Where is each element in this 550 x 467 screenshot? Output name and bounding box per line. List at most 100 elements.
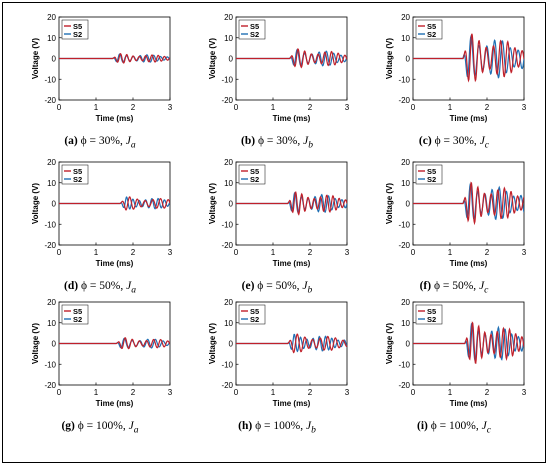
caption-id: (f) [419,280,434,292]
y-axis-label: Voltage (V) [208,183,217,225]
x-tick-label: 0 [411,248,416,257]
caption-subscript: c [484,139,490,151]
y-tick-label: -20 [221,96,233,105]
caption-id: (e) [241,280,258,292]
series-line-s5 [59,196,170,211]
caption-j: J [302,280,308,292]
x-axis-label: Time (ms) [450,399,488,408]
caption-subscript: b [311,424,316,436]
x-axis-label: Time (ms) [450,114,488,123]
y-tick-label: 10 [224,319,233,328]
x-tick-label: 3 [522,388,527,397]
legend-label-s2: S2 [427,315,436,324]
y-tick-label: 10 [224,179,233,188]
y-tick-label: -20 [221,381,233,390]
y-tick-label: -10 [398,360,410,369]
x-tick-label: 3 [345,388,350,397]
y-tick-label: 0 [229,340,234,349]
caption-j: J [128,420,134,432]
caption-subscript: c [486,424,491,436]
caption-phi: ϕ = 100%, [255,420,306,432]
x-tick-label: 2 [308,388,313,397]
x-tick-label: 2 [485,103,490,112]
legend-label-s2: S2 [427,30,436,39]
legend-label-s5: S5 [250,167,259,176]
caption-subscript: c [484,284,489,296]
series-line-s5 [236,333,347,354]
y-tick-label: 10 [401,34,410,43]
y-tick-label: -20 [398,96,410,105]
legend-label-s5: S5 [427,167,436,176]
caption-phi: ϕ = 50%, [257,280,303,292]
y-axis-label: Voltage (V) [208,323,217,365]
legend-label-s5: S5 [73,167,82,176]
legend-label-s2: S2 [250,315,259,324]
y-axis-label: Voltage (V) [385,38,394,80]
y-tick-label: -20 [44,381,56,390]
subplot-i: 20 10 0 -10 -20 0 1 2 3 Time (ms) Voltage (V) S5 S2(… [369,294,539,442]
figure-frame: 20 10 0 -10 -20 0 1 2 3 Time (ms) Voltage (V) S5 S2(… [2,2,546,463]
x-tick-label: 0 [234,388,239,397]
y-tick-label: 20 [224,13,233,22]
subplot-caption: (e) ϕ = 50%, Jb [192,280,362,295]
legend-label-s2: S2 [250,175,259,184]
y-tick-label: 0 [52,200,57,209]
y-tick-label: 0 [406,340,411,349]
caption-subscript: a [131,284,136,296]
x-tick-label: 3 [168,248,173,257]
series-line-s5 [413,33,524,83]
x-axis-label: Time (ms) [273,259,311,268]
caption-id: (g) [61,420,78,432]
subplot-d: 20 10 0 -10 -20 0 1 2 3 Time (ms) Voltage (V) S5 S2(… [15,154,185,302]
x-tick-label: 1 [271,248,276,257]
x-tick-label: 3 [345,103,350,112]
x-tick-label: 2 [485,248,490,257]
subplot-c: 20 10 0 -10 -20 0 1 2 3 Time (ms) Voltage (V) S5 S2(… [369,9,539,157]
y-tick-label: -10 [398,220,410,229]
subplot-caption: (a) ϕ = 30%, Ja [15,135,185,150]
y-tick-label: 0 [52,340,57,349]
x-tick-label: 2 [131,388,136,397]
y-tick-label: 20 [401,13,410,22]
subplot-e: 20 10 0 -10 -20 0 1 2 3 Time (ms) Voltage (V) S5 S2(… [192,154,362,302]
caption-subscript: b [307,284,313,296]
legend-label-s2: S2 [73,315,82,324]
subplot-h: 20 10 0 -10 -20 0 1 2 3 Time (ms) Voltage (V) S5 S2(… [192,294,362,442]
caption-id: (i) [417,420,431,432]
y-tick-label: -20 [221,241,233,250]
x-axis-label: Time (ms) [96,114,134,123]
y-axis-label: Voltage (V) [385,323,394,365]
x-tick-label: 1 [448,103,453,112]
y-tick-label: 20 [224,298,233,307]
y-tick-label: 10 [224,34,233,43]
x-tick-label: 3 [522,248,527,257]
caption-j: J [126,280,132,292]
x-tick-label: 1 [448,248,453,257]
y-tick-label: 20 [47,298,56,307]
y-tick-label: 0 [229,55,234,64]
y-tick-label: 10 [401,179,410,188]
caption-phi: ϕ = 50%, [80,280,127,292]
subplot-a: 20 10 0 -10 -20 0 1 2 3 Time (ms) Voltage (V) S5 S2(… [15,9,185,157]
x-tick-label: 2 [308,248,313,257]
caption-phi: ϕ = 30%, [434,135,480,147]
y-tick-label: 20 [401,158,410,167]
x-tick-label: 3 [168,388,173,397]
y-tick-label: 10 [401,319,410,328]
caption-j: J [303,135,309,147]
subplot-caption: (d) ϕ = 50%, Ja [15,280,185,295]
x-tick-label: 1 [271,388,276,397]
caption-j: J [479,280,485,292]
subplot-g: 20 10 0 -10 -20 0 1 2 3 Time (ms) Voltage (V) S5 S2(… [15,294,185,442]
y-tick-label: -20 [44,241,56,250]
y-tick-label: -20 [398,381,410,390]
x-tick-label: 3 [168,103,173,112]
caption-j: J [305,420,312,432]
subplot-caption: (b) ϕ = 30%, Jb [192,135,362,150]
